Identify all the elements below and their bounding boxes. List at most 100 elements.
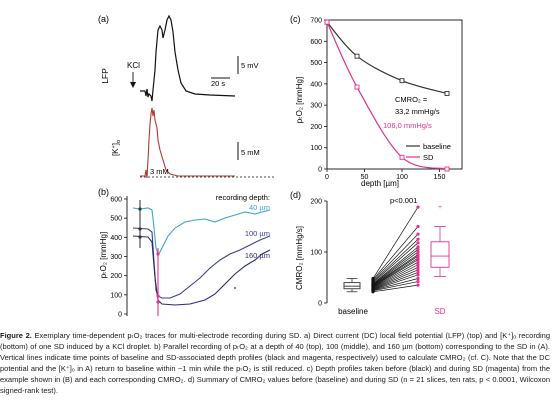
d-pair-line-9 [372,259,419,287]
c-point-baseline-1 [354,53,360,59]
trace-40-label: 40 µm [249,203,270,212]
sd-marker-dot-160 [156,300,160,304]
baseline-marker-dot-100 [138,227,142,231]
panel-b: (b) pₜO₂ [mmHg] 0 100 200 300 400 500 600 reco… [98,187,271,319]
panel-d-ylabel: CMRO₂ [mmHg/s] [295,226,304,290]
kcl-arrow-head [130,82,136,88]
b-ytick-label-0: 0 [118,312,122,319]
lfp-trace [140,14,236,102]
c-ytick-label-100: 100 [310,145,322,152]
d-point-sd-5 [416,268,420,272]
baseline-marker-dot-40 [138,207,142,211]
significance-label: p<0.001 [390,196,417,205]
d-point-sd-17 [416,237,420,241]
c-xtick-label-0: 0 [325,174,329,181]
d-point-sd-14 [416,247,420,252]
panel-a: (a) LFP KCl 20 s 5 mV [K+]o 3 mM 5 mM [98,14,275,179]
d-pair-line-12 [372,254,419,286]
c-ytick-label-400: 400 [310,81,322,88]
panel-b-yticks: 0 100 200 300 400 500 600 [110,197,127,319]
recording-depth-label: recording depth: [216,193,270,202]
d-point-sd-8 [416,260,420,264]
c-ytick-label-200: 200 [310,124,322,131]
trace-160um [132,235,271,306]
d-pair-line-18 [372,233,419,281]
c-point-sd-2 [399,154,405,160]
sd-marker-dot-40 [156,252,160,256]
d-pair-line-20 [372,206,419,279]
c-xtick-label-150: 150 [434,174,446,181]
b-ytick-label-200: 200 [110,273,122,280]
trace-100-label: 100 µm [245,229,270,238]
d-point-sd-6 [416,265,420,269]
lfp-label: LFP [100,68,110,84]
trace-40um [132,207,271,256]
trace-dot [234,287,236,289]
caption-fig-label: Figure 2. [0,331,32,340]
mm-scale-label: 5 mM [241,148,260,157]
legend-baseline-label: baseline [423,142,451,151]
c-ytick-label-300: 300 [310,103,322,110]
d-pair-line-0 [372,284,419,293]
d-point-sd-2 [416,276,420,281]
d-point-sd-16 [416,241,420,245]
panel-c-label: (c) [290,14,301,24]
d-point-sd-15 [416,245,420,249]
caption-text: Exemplary time-dependent pₜO₂ traces for… [0,331,550,395]
panel-d-label: (d) [290,190,301,200]
trace-160-label: 160 µm [245,251,270,260]
c-point-baseline-2 [399,78,405,84]
d-sd-outlier: + [438,205,442,211]
panel-c-xlabel: depth [µm] [361,179,399,188]
cmro-label: CMRO₂ = [395,95,428,104]
c-point-sd-0 [324,19,330,25]
c-point-sd-3 [444,166,450,172]
d-point-sd-13 [416,250,420,254]
d-pair-line-7 [372,264,419,289]
baseline-marker-dot-160 [138,235,142,239]
d-point-sd-7 [416,263,420,267]
d-pair-line-13 [372,251,419,285]
d-ytick-label-200: 200 [310,199,322,206]
d-point-sd-4 [416,270,420,274]
d-pair-line-1 [372,281,419,292]
panel-d: (d) CMRO₂ [mmHg/s] 0 100 200 p<0.001 + bas… [290,190,450,316]
panel-c-plot [324,19,450,172]
d-pair-line-17 [372,238,419,282]
d-ytick-label-0: 0 [318,301,322,308]
d-pair-line-15 [372,246,419,284]
d-pair-line-16 [372,242,419,283]
c-point-baseline-3 [444,90,450,96]
panel-c: (c) pₜO₂ [mmHg] depth [µm] 0 50 100 150 0 100… [290,14,463,188]
legend-sd-label: SD [423,153,434,162]
c-ytick-label-0: 0 [318,167,322,174]
d-point-sd-19 [416,224,420,229]
b-ytick-label-400: 400 [110,235,122,242]
d-point-sd-1 [416,279,420,284]
d-pair-line-19 [372,226,419,280]
d-pair-line-4 [372,272,419,290]
b-ytick-label-600: 600 [110,197,122,204]
panel-a-label: (a) [98,14,109,24]
d-xtick-sd: SD [434,307,445,316]
cmro-sd-value: 106,0 mmHg/s [383,121,432,130]
c-xtick-label-100: 100 [396,174,408,181]
panel-c-frame [326,19,463,170]
d-point-sd-0 [416,283,420,287]
panel-d-plot: + [343,205,450,294]
mv-scale-label: 5 mV [241,61,259,70]
panel-b-ylabel: pₜO₂ [mmHg] [99,232,108,278]
d-pair-line-5 [372,269,419,290]
sd-marker-dot-100 [156,294,160,298]
d-pair-line-8 [372,261,419,288]
d-pair-line-3 [372,274,419,291]
d-pair-line-14 [372,249,419,285]
figure: (a) LFP KCl 20 s 5 mV [K+]o 3 mM 5 mM (b… [98,14,463,319]
b-ytick-label-100: 100 [110,292,122,299]
c-xtick-label-50: 50 [361,174,369,181]
d-baseline-box [343,282,361,290]
c-ytick-label-500: 500 [310,60,322,67]
d-point-sd-20 [416,205,420,209]
d-pair-line-2 [372,278,419,291]
panel-c-axes: 0 50 100 150 0 100 200 300 400 500 600 700 [310,18,445,182]
